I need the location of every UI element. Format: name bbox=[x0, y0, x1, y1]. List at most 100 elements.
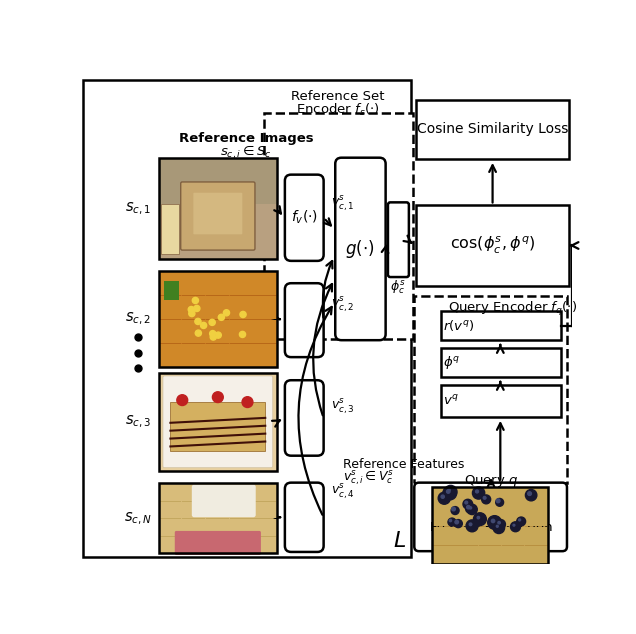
Circle shape bbox=[210, 330, 216, 337]
Bar bbox=[416, 205, 569, 287]
Bar bbox=[414, 296, 567, 482]
Circle shape bbox=[189, 311, 195, 316]
Bar bbox=[170, 402, 265, 451]
Circle shape bbox=[466, 520, 478, 532]
Circle shape bbox=[518, 519, 521, 521]
Circle shape bbox=[476, 490, 478, 493]
FancyBboxPatch shape bbox=[175, 531, 261, 555]
Circle shape bbox=[446, 490, 450, 493]
Bar bbox=[432, 507, 548, 526]
Circle shape bbox=[441, 495, 445, 498]
Circle shape bbox=[443, 486, 457, 500]
Circle shape bbox=[223, 310, 230, 316]
Circle shape bbox=[240, 311, 246, 318]
Bar bbox=[455, 488, 478, 564]
Bar bbox=[158, 271, 277, 367]
Circle shape bbox=[194, 306, 200, 311]
Circle shape bbox=[467, 504, 477, 515]
Circle shape bbox=[513, 524, 515, 526]
Circle shape bbox=[445, 486, 457, 498]
Circle shape bbox=[212, 392, 223, 403]
FancyBboxPatch shape bbox=[285, 283, 324, 357]
Bar bbox=[502, 488, 524, 564]
Bar bbox=[158, 271, 181, 367]
FancyBboxPatch shape bbox=[388, 202, 409, 277]
Bar bbox=[441, 348, 561, 377]
Text: $g(\cdot)$: $g(\cdot)$ bbox=[345, 238, 375, 261]
Bar bbox=[158, 158, 277, 259]
Bar bbox=[432, 488, 548, 564]
Text: $\phi_c^s$: $\phi_c^s$ bbox=[391, 278, 406, 296]
Circle shape bbox=[448, 489, 450, 491]
Text: $v^q$: $v^q$ bbox=[443, 394, 459, 408]
FancyBboxPatch shape bbox=[285, 380, 324, 456]
Bar bbox=[264, 113, 413, 339]
Bar bbox=[158, 483, 277, 553]
Circle shape bbox=[465, 501, 467, 504]
Text: $v_{c,3}^s$: $v_{c,3}^s$ bbox=[331, 397, 354, 416]
Text: Query Encoder $f_q(\cdot)$: Query Encoder $f_q(\cdot)$ bbox=[448, 300, 577, 318]
Text: $v_{c,4}^s$: $v_{c,4}^s$ bbox=[331, 482, 354, 500]
Bar bbox=[441, 385, 561, 417]
Text: $s_{c,3}$: $s_{c,3}$ bbox=[125, 413, 151, 430]
Text: $f_v(\cdot)$: $f_v(\cdot)$ bbox=[291, 209, 318, 226]
Circle shape bbox=[495, 498, 504, 507]
Circle shape bbox=[481, 495, 490, 504]
Circle shape bbox=[498, 522, 501, 524]
FancyBboxPatch shape bbox=[192, 484, 256, 517]
FancyBboxPatch shape bbox=[285, 482, 324, 552]
Circle shape bbox=[516, 517, 525, 526]
Bar bbox=[158, 373, 277, 471]
Circle shape bbox=[496, 499, 500, 503]
Circle shape bbox=[242, 397, 253, 408]
Circle shape bbox=[493, 522, 504, 534]
FancyBboxPatch shape bbox=[193, 193, 242, 235]
Circle shape bbox=[473, 487, 485, 499]
Text: $\phi^q$: $\phi^q$ bbox=[443, 354, 460, 371]
FancyBboxPatch shape bbox=[163, 376, 273, 468]
Circle shape bbox=[188, 306, 195, 313]
Bar bbox=[158, 501, 277, 519]
Bar bbox=[83, 80, 411, 557]
FancyBboxPatch shape bbox=[335, 158, 385, 340]
Circle shape bbox=[451, 507, 459, 515]
Bar bbox=[206, 271, 229, 367]
Circle shape bbox=[209, 320, 215, 325]
Circle shape bbox=[452, 507, 455, 511]
Circle shape bbox=[473, 513, 487, 526]
Bar bbox=[158, 158, 277, 204]
Circle shape bbox=[483, 496, 486, 499]
Bar bbox=[158, 373, 277, 471]
Bar bbox=[230, 271, 252, 367]
Bar bbox=[158, 158, 277, 259]
Circle shape bbox=[477, 517, 480, 519]
FancyBboxPatch shape bbox=[181, 182, 255, 250]
Bar bbox=[158, 344, 277, 367]
Circle shape bbox=[488, 515, 501, 529]
Text: $s_{c,N}$: $s_{c,N}$ bbox=[123, 510, 151, 527]
Circle shape bbox=[177, 395, 188, 406]
Text: $s_{c,1}$: $s_{c,1}$ bbox=[125, 200, 151, 217]
Circle shape bbox=[455, 521, 459, 524]
Circle shape bbox=[492, 519, 495, 522]
Circle shape bbox=[195, 318, 201, 325]
Circle shape bbox=[449, 519, 452, 522]
Bar bbox=[183, 483, 205, 553]
Text: $v_{c,i}^s \in V_c^s$: $v_{c,i}^s \in V_c^s$ bbox=[343, 468, 394, 487]
Circle shape bbox=[454, 520, 462, 527]
Bar bbox=[432, 488, 548, 564]
Text: Cosine Similarity Loss: Cosine Similarity Loss bbox=[417, 122, 568, 136]
Circle shape bbox=[469, 523, 472, 526]
Circle shape bbox=[438, 492, 450, 504]
Bar bbox=[183, 271, 205, 367]
Bar bbox=[158, 320, 277, 343]
Bar bbox=[165, 280, 179, 300]
Circle shape bbox=[200, 322, 207, 328]
Text: Reference Set: Reference Set bbox=[291, 89, 384, 103]
Text: Reference Features: Reference Features bbox=[343, 458, 464, 470]
Circle shape bbox=[239, 332, 245, 337]
Bar bbox=[432, 526, 548, 545]
Bar bbox=[253, 483, 277, 553]
Text: Feature Extraction: Feature Extraction bbox=[430, 521, 552, 534]
Bar bbox=[441, 311, 561, 340]
